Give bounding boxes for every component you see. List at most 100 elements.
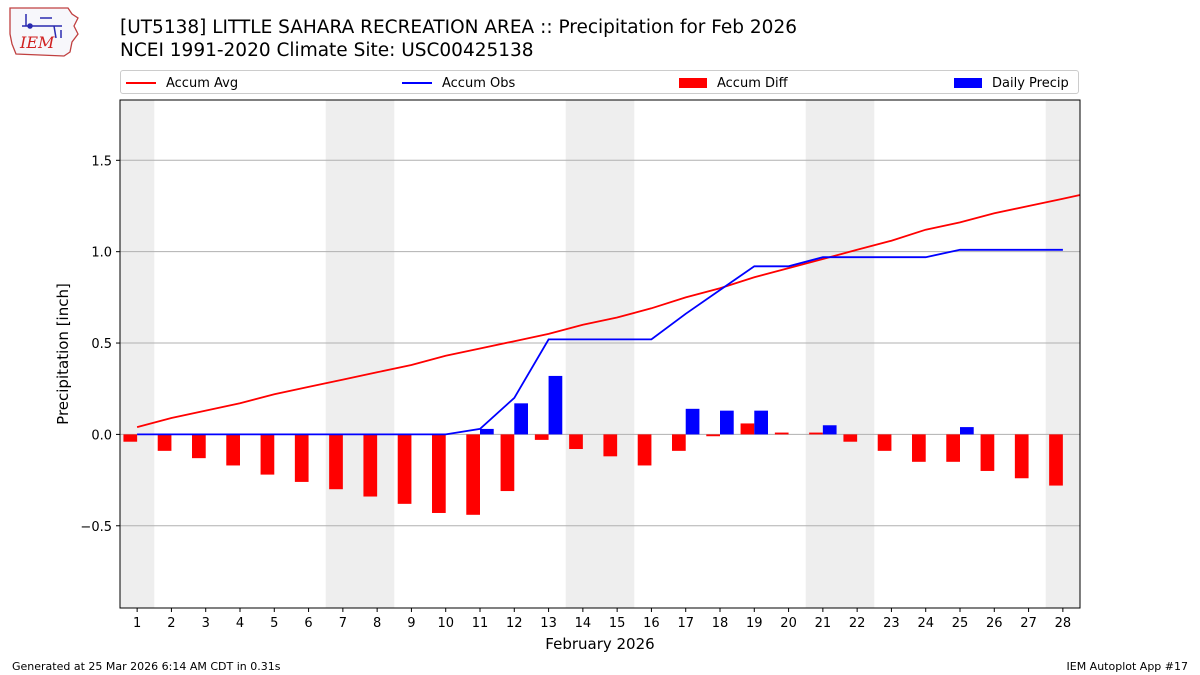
diff-bar-day-24 (912, 434, 926, 462)
weekend-band-1 (120, 100, 155, 608)
x-tick-label-17: 17 (677, 616, 694, 631)
legend: Accum Avg Accum Obs Accum Diff Daily Pre… (120, 70, 1079, 94)
diff-bar-day-27 (1014, 434, 1029, 479)
x-tick-label-18: 18 (712, 616, 729, 631)
x-tick-label-23: 23 (883, 616, 900, 631)
x-tick-label-25: 25 (952, 616, 969, 631)
series-lines (136, 194, 1081, 436)
diff-bar-day-26 (980, 434, 995, 471)
diff-bar-day-11 (466, 434, 480, 515)
logo-text: IEM (19, 33, 55, 52)
x-tick-label-3: 3 (202, 616, 210, 631)
legend-swatch-accum-diff (679, 78, 707, 88)
x-tick-label-6: 6 (304, 616, 312, 631)
diff-bar-day-28 (1049, 434, 1063, 486)
y-tick-label-4: 1.5 (91, 154, 112, 169)
weekend-band-7 (325, 100, 360, 608)
x-tick-label-13: 13 (540, 616, 557, 631)
diff-bar-day-6 (294, 434, 309, 482)
chart-title: [UT5138] LITTLE SAHARA RECREATION AREA :… (120, 17, 797, 38)
legend-item-accum-obs: Accum Obs (402, 74, 515, 92)
weekend-band-28 (1045, 100, 1080, 608)
y-axis: −0.5 0.0 0.5 1.0 1.5 (80, 154, 120, 535)
x-tick-label-27: 27 (1020, 616, 1037, 631)
x-tick-label-26: 26 (986, 616, 1003, 631)
x-tick-label-20: 20 (780, 616, 797, 631)
x-tick-label-5: 5 (270, 616, 278, 631)
x-tick-label-2: 2 (167, 616, 175, 631)
diff-bar-day-7 (329, 434, 343, 490)
diff-bar-day-8 (363, 434, 378, 497)
daily-bar-day-11 (480, 428, 494, 435)
x-tick-label-11: 11 (472, 616, 489, 631)
diff-bar-day-23 (877, 434, 892, 451)
footer-generated: Generated at 25 Mar 2026 6:14 AM CDT in … (12, 660, 281, 673)
diff-bar-day-20 (774, 432, 789, 435)
weekend-band-8 (360, 100, 395, 608)
diff-bar-day-21 (809, 432, 823, 435)
diff-bar-day-19 (740, 423, 755, 435)
y-axis-label: Precipitation [inch] (54, 283, 72, 425)
daily-bar-day-19 (754, 410, 768, 435)
x-tick-label-9: 9 (407, 616, 415, 631)
daily-bar-day-21 (822, 425, 837, 435)
legend-item-daily-precip: Daily Precip (954, 74, 1069, 92)
diff-bar-day-17 (672, 434, 686, 451)
x-tick-label-24: 24 (917, 616, 934, 631)
legend-label-daily-precip: Daily Precip (992, 75, 1069, 91)
diff-bar-day-12 (500, 434, 515, 492)
diff-bar-day-22 (843, 434, 858, 442)
chart-subtitle: NCEI 1991-2020 Climate Site: USC00425138 (120, 40, 534, 61)
diff-bar-day-14 (569, 434, 583, 450)
diff-bar-day-18 (706, 434, 720, 437)
x-tick-label-8: 8 (373, 616, 381, 631)
weekend-band-21 (805, 100, 840, 608)
diff-bar-day-9 (397, 434, 412, 504)
plot-frame (119, 99, 1081, 609)
x-tick-label-22: 22 (849, 616, 866, 631)
legend-label-accum-avg: Accum Avg (166, 75, 239, 91)
legend-label-accum-diff: Accum Diff (717, 75, 788, 91)
legend-label-accum-obs: Accum Obs (442, 75, 516, 91)
legend-swatch-accum-obs (402, 82, 432, 84)
legend-item-accum-diff: Accum Diff (679, 74, 788, 92)
diff-bar-day-2 (157, 434, 172, 451)
accum-avg-line (136, 194, 1081, 428)
daily-bar-day-12 (514, 403, 528, 435)
weekend-band-22 (840, 100, 875, 608)
weekend-shading (120, 100, 1080, 608)
x-tick-label-7: 7 (339, 616, 347, 631)
y-tick-label-1: 0.0 (91, 428, 112, 443)
x-tick-label-14: 14 (575, 616, 592, 631)
legend-swatch-accum-avg (126, 82, 156, 84)
x-tick-label-19: 19 (746, 616, 763, 631)
diff-bar-day-10 (432, 434, 446, 513)
iowa-outline-icon (9, 7, 79, 57)
accum-obs-line (137, 248, 1063, 436)
legend-swatch-daily-precip (954, 78, 982, 88)
diff-bar-day-25 (946, 434, 960, 462)
daily-bar-day-17 (685, 408, 700, 435)
weather-symbols-icon (22, 14, 62, 39)
x-axis-label: February 2026 (545, 635, 654, 653)
x-tick-label-16: 16 (643, 616, 660, 631)
bars (123, 375, 1063, 515)
diff-bar-day-3 (192, 434, 206, 459)
x-tick-label-12: 12 (506, 616, 523, 631)
diff-bar-day-15 (603, 434, 618, 457)
x-tick-label-15: 15 (609, 616, 626, 631)
daily-bar-day-18 (720, 410, 734, 435)
legend-item-accum-avg: Accum Avg (126, 74, 238, 92)
footer-app: IEM Autoplot App #17 (1066, 660, 1189, 673)
x-tick-label-10: 10 (437, 616, 454, 631)
diff-bar-day-13 (534, 434, 549, 440)
iem-logo: IEM (9, 7, 79, 57)
diff-bar-day-16 (637, 434, 652, 466)
y-tick-label-3: 1.0 (91, 246, 112, 261)
x-axis: 1 2 3 4 5 6 7 8 9 10 11 12 13 14 15 16 17 18 19 20 21 22 23 24 2… (133, 608, 1071, 631)
weekend-band-14 (565, 100, 600, 608)
diff-bar-day-1 (123, 434, 138, 442)
x-tick-label-4: 4 (236, 616, 244, 631)
diff-bar-day-5 (260, 434, 275, 475)
